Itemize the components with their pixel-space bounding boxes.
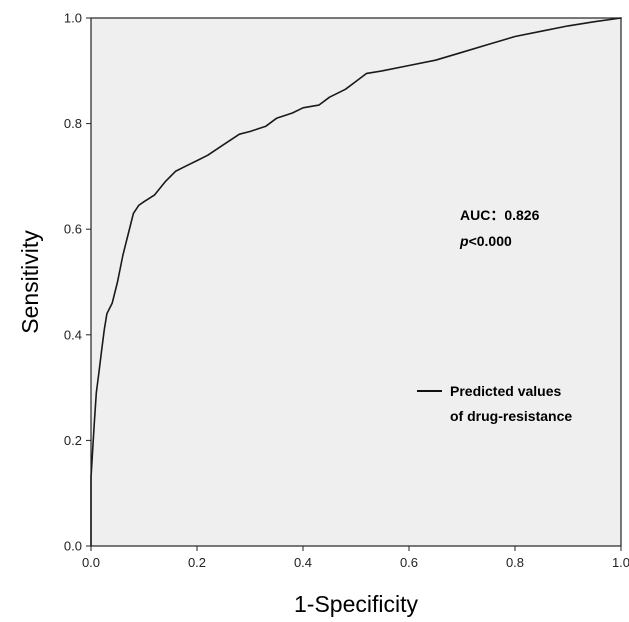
auc-annotation: AUC：0.826 [460, 207, 540, 223]
x-axis-ticks: 0.0 0.2 0.4 0.6 0.8 1.0 [82, 546, 629, 570]
legend-label-line1: Predicted values [450, 383, 561, 399]
x-tick-label: 0.0 [82, 555, 100, 570]
x-tick-label: 0.4 [294, 555, 312, 570]
plot-area [90, 17, 622, 547]
p-value-text: <0.000 [469, 233, 512, 249]
y-tick-label: 0.8 [64, 116, 82, 131]
y-axis-ticks: 0.0 0.2 0.4 0.6 0.8 1.0 [64, 11, 91, 554]
x-axis-title: 1-Specificity [294, 591, 418, 617]
x-tick-label: 1.0 [612, 555, 629, 570]
y-tick-label: 0.6 [64, 222, 82, 237]
y-tick-label: 0.0 [64, 539, 82, 554]
y-axis-title: Sensitivity [17, 230, 43, 334]
x-tick-label: 0.6 [400, 555, 418, 570]
legend-label-line2: of drug-resistance [450, 408, 572, 424]
x-tick-label: 0.2 [188, 555, 206, 570]
x-tick-label: 0.8 [506, 555, 524, 570]
y-tick-label: 1.0 [64, 11, 82, 26]
roc-curve-line [90, 17, 622, 547]
p-value-symbol: p [459, 233, 469, 249]
p-value-annotation: p<0.000 [459, 233, 512, 249]
y-tick-label: 0.4 [64, 327, 82, 342]
y-tick-label: 0.2 [64, 433, 82, 448]
